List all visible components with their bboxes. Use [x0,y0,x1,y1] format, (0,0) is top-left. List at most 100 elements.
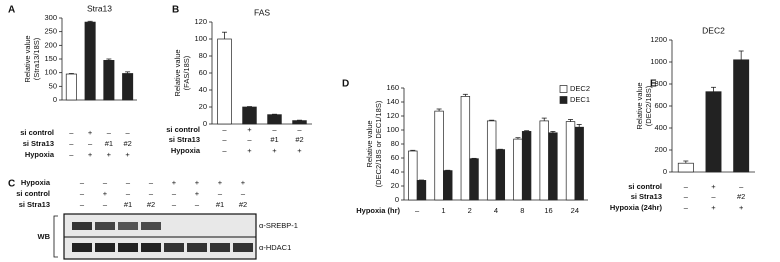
condition-value: – [69,128,74,137]
y-tick-label: 140 [386,97,399,106]
condition-value: + [272,146,277,155]
y-axis-label: Relative value [635,82,644,129]
bar [416,180,427,201]
panel-label: C [8,179,15,190]
bar [65,73,77,101]
condition-value: #2 [737,192,745,201]
error-bar [541,117,547,121]
condition-value: #1 [216,200,224,209]
condition-value: + [711,182,716,191]
condition-value: – [684,192,689,201]
error-bar [106,58,112,61]
condition-value: #2 [295,135,303,144]
bar [217,38,232,125]
condition-label: si control [20,128,54,137]
bar [539,120,549,201]
condition-value: + [739,203,744,212]
condition-value: – [80,178,85,187]
legend-label: DEC1 [570,95,590,104]
condition-value: + [247,146,252,155]
x-axis-label: Hypoxia (hr) [356,206,400,215]
bar [242,106,257,125]
error-bar [68,73,74,75]
y-tick-label: 100 [194,34,207,43]
band-label: α-SREBP-1 [259,221,298,230]
y-axis-label: (FAS/18S) [182,55,191,90]
condition-value: + [297,146,302,155]
error-bar [489,119,495,121]
condition-value: + [125,150,130,159]
panel-label: B [172,5,179,16]
condition-label: si Stra13 [23,139,54,148]
condition-value: – [684,182,689,191]
condition-value: – [80,189,85,198]
bar [408,150,418,201]
bar [434,110,444,201]
y-axis-label: Relative value [365,120,374,167]
bar [443,170,453,201]
condition-value: + [88,128,93,137]
condition-value: + [195,178,200,187]
y-tick-label: 0 [395,195,399,204]
x-tick-label: 8 [520,206,524,215]
bar [486,120,497,201]
condition-value: – [739,182,744,191]
panel-label: A [8,5,15,16]
condition-value: – [241,189,246,198]
condition-value: – [684,203,689,212]
condition-value: – [222,125,227,134]
bar [460,96,471,201]
condition-value: – [272,125,277,134]
condition-value: + [172,178,177,187]
condition-label: Hypoxia [25,150,55,159]
y-tick-label: 800 [654,79,667,88]
condition-value: – [222,135,227,144]
condition-value: – [218,189,223,198]
condition-value: #1 [105,139,113,148]
bar [84,21,96,101]
condition-value: + [103,189,108,198]
bar [495,149,506,201]
condition-label: si control [628,182,662,191]
condition-label: si control [166,125,200,134]
y-axis-label: (DEC2/18S) [644,85,653,126]
y-axis-label: Relative value [173,49,182,96]
x-tick-label: 2 [468,206,472,215]
error-bar [738,50,744,60]
blot-image [53,213,257,260]
condition-value: #2 [147,200,155,209]
y-tick-label: 80 [199,51,207,60]
error-bar [550,130,556,133]
condition-value: – [88,139,93,148]
condition-value: – [247,135,252,144]
condition-value: + [247,125,252,134]
x-tick-label: 24 [571,206,579,215]
condition-value: + [107,150,112,159]
bar [733,59,750,173]
error-bar [125,71,131,74]
y-axis-label: Relative value [23,35,32,82]
condition-label: si Stra13 [631,192,662,201]
condition-value: – [149,178,154,187]
y-tick-label: 0 [53,95,57,104]
error-bar [410,149,416,151]
y-tick-label: 160 [386,83,399,92]
condition-value: #2 [123,139,131,148]
chart-title: DEC2 [702,25,725,35]
bar [705,91,722,173]
condition-value: – [126,189,131,198]
error-bar [462,93,468,97]
condition-value: – [103,178,108,187]
bar [574,126,584,201]
y-tick-label: 1200 [650,35,667,44]
error-bar [711,86,716,92]
y-tick-label: 120 [386,111,399,120]
method-label: WB [38,232,51,241]
condition-value: – [172,200,177,209]
bar [565,121,576,201]
y-tick-label: 120 [194,17,207,26]
y-tick-label: 400 [654,123,667,132]
y-tick-label: 40 [391,167,399,176]
condition-label: si control [16,189,50,198]
legend-label: DEC2 [570,84,590,93]
